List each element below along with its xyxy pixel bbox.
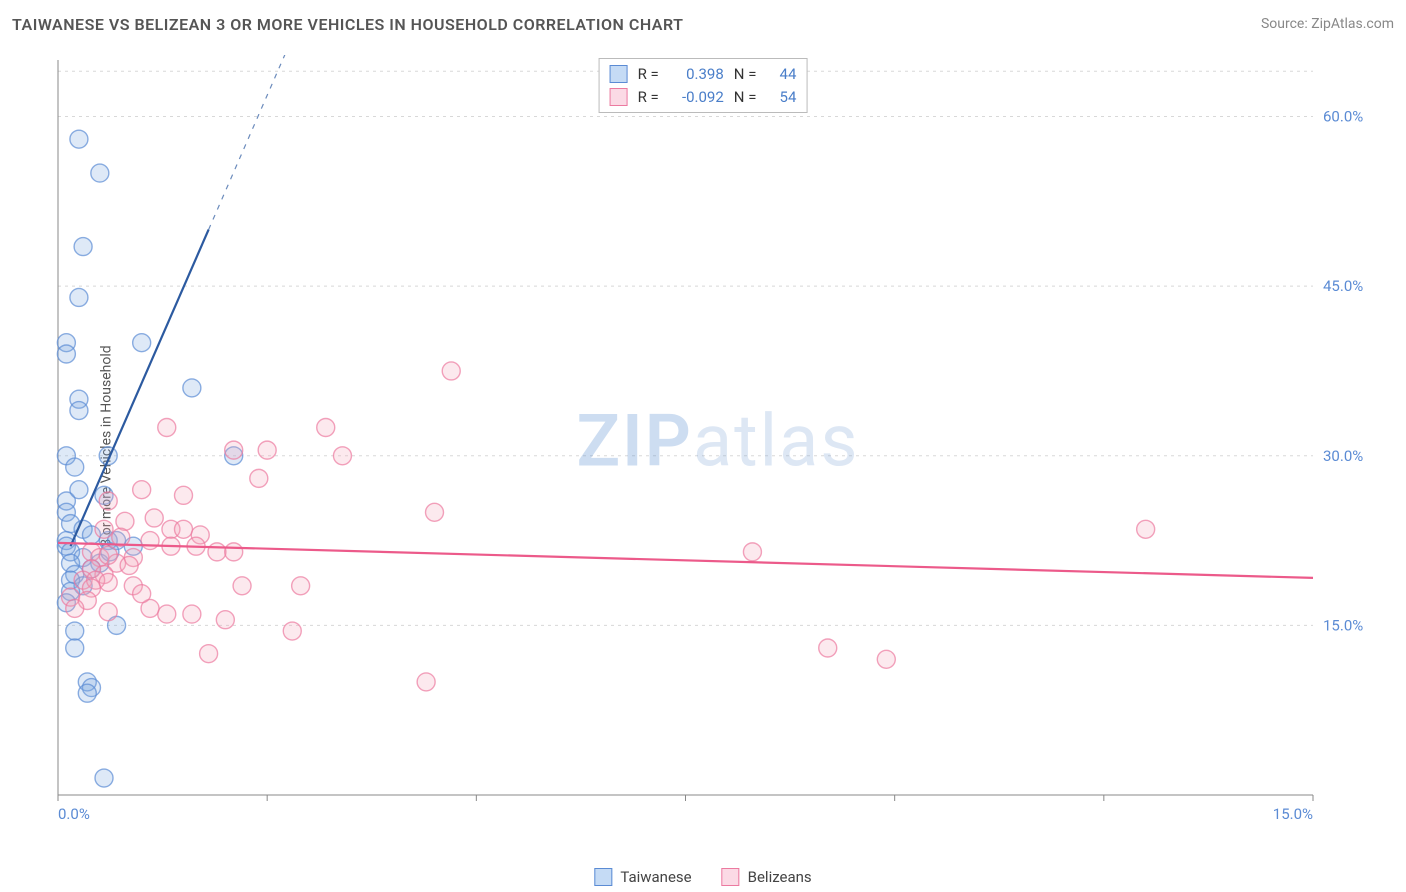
swatch-icon — [610, 88, 628, 106]
swatch-icon — [610, 65, 628, 83]
stats-legend: R = 0.398 N = 44 R = -0.092 N = 54 — [599, 58, 808, 113]
svg-text:15.0%: 15.0% — [1273, 805, 1313, 823]
stats-row: R = 0.398 N = 44 — [610, 63, 797, 86]
n-value: 54 — [766, 86, 796, 109]
legend-item: Taiwanese — [594, 868, 691, 886]
r-value: 0.398 — [669, 63, 724, 86]
bottom-legend: Taiwanese Belizeans — [594, 868, 811, 886]
svg-text:15.0%: 15.0% — [1323, 616, 1363, 634]
source-attribution: Source: ZipAtlas.com — [1261, 16, 1394, 32]
svg-text:45.0%: 45.0% — [1323, 277, 1363, 295]
plot-area: 15.0%30.0%45.0%60.0%0.0%15.0% ZIPatlas — [48, 55, 1388, 835]
n-value: 44 — [766, 63, 796, 86]
chart-title: TAIWANESE VS BELIZEAN 3 OR MORE VEHICLES… — [12, 15, 683, 34]
swatch-icon — [722, 868, 740, 886]
r-label: R = — [638, 63, 659, 86]
r-label: R = — [638, 86, 659, 109]
n-label: N = — [734, 63, 757, 86]
stats-row: R = -0.092 N = 54 — [610, 86, 797, 109]
header: TAIWANESE VS BELIZEAN 3 OR MORE VEHICLES… — [0, 0, 1406, 40]
svg-text:0.0%: 0.0% — [58, 805, 90, 823]
svg-text:30.0%: 30.0% — [1323, 447, 1363, 465]
n-label: N = — [734, 86, 757, 109]
svg-text:60.0%: 60.0% — [1323, 108, 1363, 126]
legend-item: Belizeans — [722, 868, 812, 886]
legend-label: Belizeans — [748, 868, 812, 886]
chart-svg: 15.0% 30.0% 45.0% 60.0% 0.0% 15.0% — [48, 55, 1388, 835]
legend-label: Taiwanese — [620, 868, 691, 886]
swatch-icon — [594, 868, 612, 886]
r-value: -0.092 — [669, 86, 724, 109]
